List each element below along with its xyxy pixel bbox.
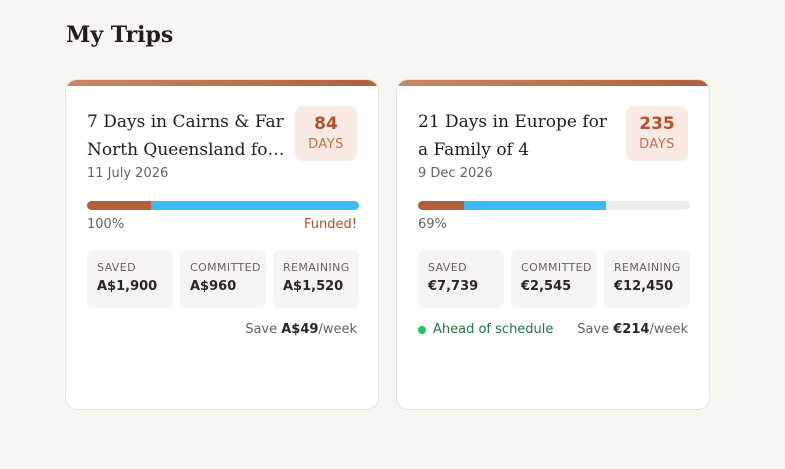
progress-saved-segment [418, 201, 465, 210]
funding-progress-bar [418, 201, 690, 210]
weekly-savings: Save €214/week [577, 322, 688, 337]
days-count: 235 [639, 114, 675, 134]
trip-card[interactable]: 21 Days in Europe for a Family of 4 9 De… [396, 79, 710, 410]
trip-date: 9 Dec 2026 [418, 166, 493, 181]
weekly-prefix: Save [245, 322, 282, 337]
trip-title: 21 Days in Europe for a Family of 4 [418, 112, 608, 160]
stat-label: COMMITTED [190, 261, 261, 274]
stat-label: COMMITTED [521, 261, 592, 274]
stat-saved: SAVED A$1,900 [87, 250, 173, 308]
progress-percent: 100% [87, 217, 125, 232]
stat-label: SAVED [97, 261, 136, 274]
status-dot-icon [418, 325, 426, 334]
progress-committed-segment [150, 201, 359, 210]
stat-remaining: REMAINING €12,450 [604, 250, 690, 308]
stat-label: REMAINING [614, 261, 681, 274]
stat-value: €12,450 [614, 279, 674, 294]
stat-label: SAVED [428, 261, 467, 274]
page-title: My Trips [66, 22, 174, 48]
stat-committed: COMMITTED A$960 [180, 250, 266, 308]
funding-progress-bar [87, 201, 359, 210]
stat-remaining: REMAINING A$1,520 [273, 250, 359, 308]
days-label: DAYS [308, 137, 344, 152]
trip-card[interactable]: 7 Days in Cairns & Far North Queensland … [65, 79, 379, 410]
progress-percent: 69% [418, 217, 447, 232]
progress-saved-segment [87, 201, 151, 210]
weekly-savings: Save A$49/week [245, 322, 357, 337]
weekly-suffix: /week [318, 322, 357, 337]
days-countdown-badge: 84 DAYS [295, 106, 357, 161]
stat-value: A$1,520 [283, 279, 344, 294]
stat-value: €7,739 [428, 279, 479, 294]
stat-committed: COMMITTED €2,545 [511, 250, 597, 308]
funded-status: Funded! [304, 217, 357, 232]
stat-value: A$1,900 [97, 279, 158, 294]
stat-label: REMAINING [283, 261, 350, 274]
days-countdown-badge: 235 DAYS [626, 106, 688, 161]
weekly-amount: A$49 [281, 322, 319, 337]
trip-title: 7 Days in Cairns & Far North Queensland … [87, 112, 284, 160]
stat-saved: SAVED €7,739 [418, 250, 504, 308]
schedule-text: Ahead of schedule [433, 322, 554, 337]
weekly-suffix: /week [649, 322, 688, 337]
card-accent-bar [397, 80, 709, 86]
schedule-status: Ahead of schedule [418, 322, 553, 337]
weekly-prefix: Save [577, 322, 614, 337]
weekly-amount: €214 [613, 322, 650, 337]
days-count: 84 [314, 114, 338, 134]
card-accent-bar [66, 80, 378, 86]
stat-value: €2,545 [521, 279, 572, 294]
progress-committed-segment [464, 201, 606, 210]
trip-date: 11 July 2026 [87, 166, 169, 181]
stat-value: A$960 [190, 279, 237, 294]
days-label: DAYS [639, 137, 675, 152]
